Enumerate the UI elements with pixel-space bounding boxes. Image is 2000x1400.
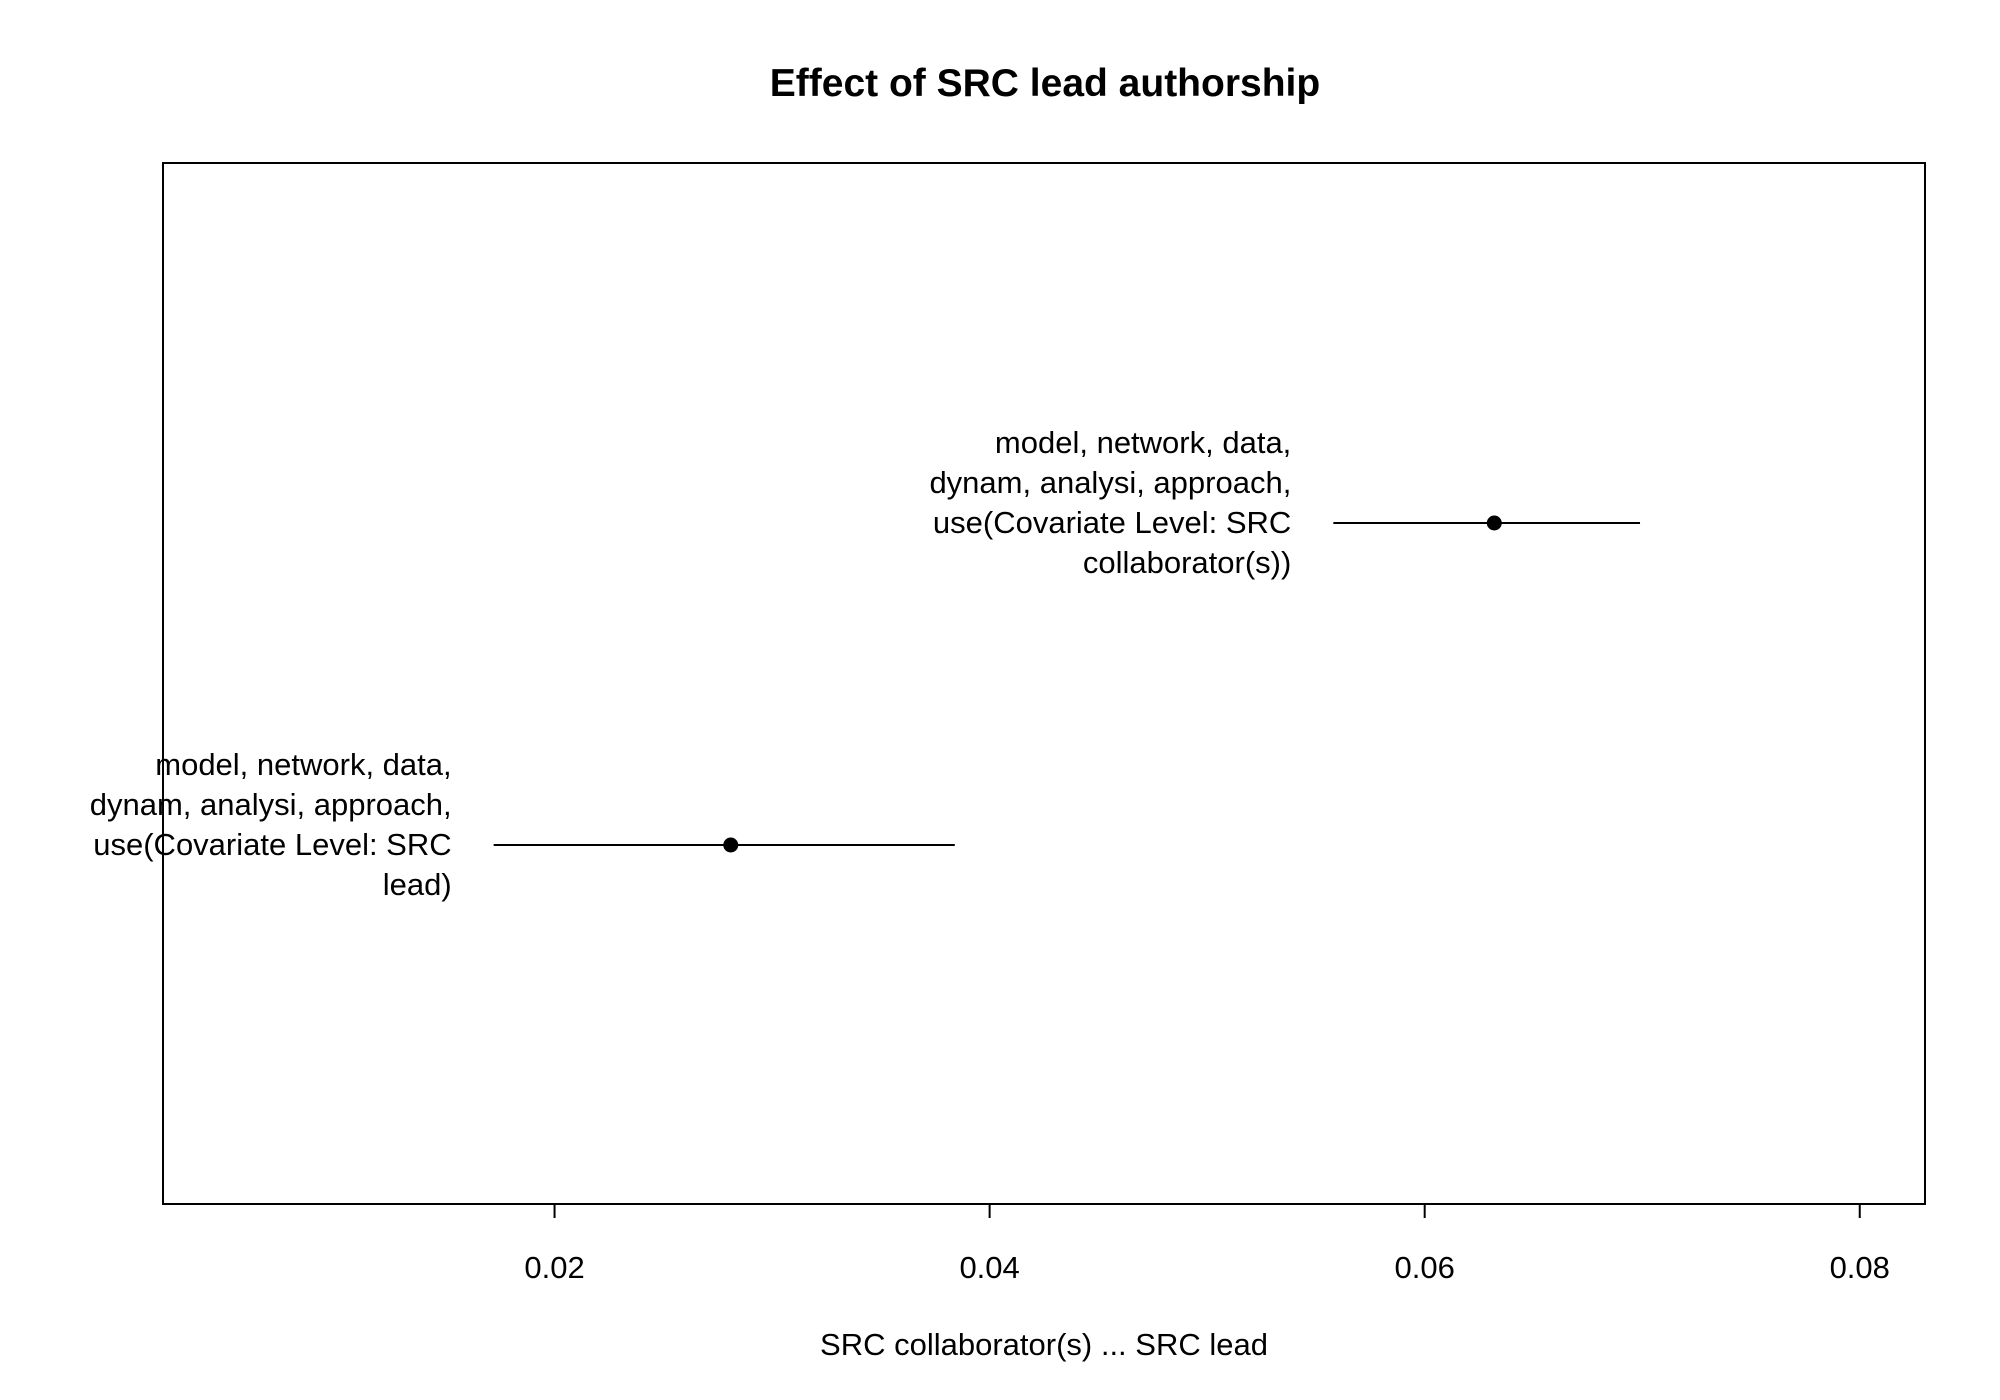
estimate-label-line: dynam, analysi, approach, [90,787,452,822]
estimate-label-line: lead) [383,867,452,902]
point-estimate [1486,515,1502,531]
estimate-label-line: collaborator(s)) [1083,545,1291,580]
estimate-label-line: model, network, data, [995,425,1291,460]
estimate-label-line: model, network, data, [155,747,451,782]
x-tick-label: 0.06 [1395,1250,1455,1285]
estimate-label-line: dynam, analysi, approach, [929,465,1291,500]
chart-title: Effect of SRC lead authorship [770,62,1320,105]
estimate-row: model, network, data, dynam, analysi, app… [90,747,955,902]
x-tick-label: 0.04 [959,1250,1019,1285]
estimates-layer: model, network, data, dynam, analysi, app… [90,425,1641,902]
estimate-row: model, network, data, dynam, analysi, app… [929,425,1641,580]
x-tick-label: 0.08 [1830,1250,1890,1285]
x-axis-tick-labels: 0.02 0.04 0.06 0.08 [524,1250,1890,1285]
plot-frame [162,162,1926,1205]
point-estimate [723,837,739,853]
x-axis-label: SRC collaborator(s) ... SRC lead [820,1327,1268,1362]
x-tick-label: 0.02 [524,1250,584,1285]
x-axis-ticks [553,1204,1861,1218]
estimate-label-line: use(Covariate Level: SRC [933,505,1291,540]
estimate-label-line: use(Covariate Level: SRC [93,827,451,862]
